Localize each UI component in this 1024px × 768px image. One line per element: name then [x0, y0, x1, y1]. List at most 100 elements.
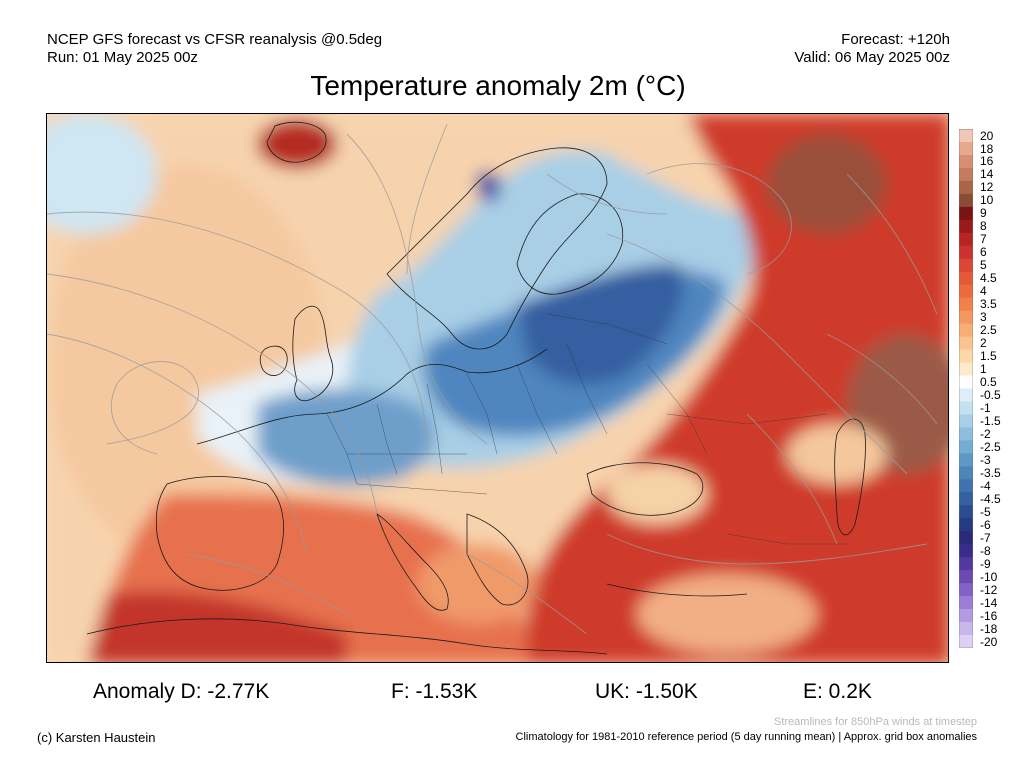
colorbar-swatch — [959, 596, 973, 610]
colorbar-label: 7 — [980, 232, 987, 247]
colorbar-label: 8 — [980, 219, 987, 234]
colorbar-swatch — [959, 232, 973, 247]
colorbar-swatch — [959, 375, 973, 390]
colorbar-swatch — [959, 427, 973, 441]
colorbar-swatch — [959, 141, 973, 156]
colorbar-label: 6 — [980, 245, 987, 260]
anomaly-map — [46, 113, 949, 663]
colorbar-label: 14 — [980, 167, 994, 182]
colorbar-swatch — [959, 544, 973, 558]
anomaly-d: Anomaly D: -2.77K — [93, 680, 270, 703]
colorbar-label: -1 — [980, 401, 991, 415]
colorbar-swatch — [959, 479, 973, 493]
climatology-note: Climatology for 1981-2010 reference peri… — [515, 731, 977, 743]
anomaly-fields — [47, 114, 948, 662]
colorbar-label: -3.5 — [980, 465, 1001, 480]
colorbar-swatch — [959, 180, 973, 195]
colorbar-swatch — [959, 362, 973, 377]
colorbar-swatch — [959, 531, 973, 545]
anomaly-f: F: -1.53K — [391, 680, 478, 703]
anomaly-e: E: 0.2K — [803, 680, 872, 703]
colorbar-swatch — [959, 271, 973, 286]
colorbar-label: -4 — [980, 478, 991, 493]
colorbar-swatch — [959, 388, 973, 403]
colorbar-label: 3 — [980, 310, 987, 325]
colorbar-swatch — [959, 440, 973, 454]
colorbar-label: 2 — [980, 336, 987, 351]
forecast-hour: Forecast: +120h — [841, 31, 950, 48]
colorbar-swatch — [959, 492, 973, 506]
colorbar-swatch — [959, 583, 973, 597]
colorbar-label: 3.5 — [980, 297, 997, 312]
colorbar-swatch — [959, 505, 973, 519]
colorbar-swatch — [959, 219, 973, 234]
colorbar-fill — [959, 129, 973, 648]
colorbar-swatch — [959, 466, 973, 480]
colorbar-label: 12 — [980, 180, 994, 195]
colorbar-swatch — [959, 401, 973, 416]
colorbar-swatch — [959, 193, 973, 208]
colorbar-label: -4.5 — [980, 491, 1001, 506]
run-time: Run: 01 May 2025 00z — [47, 49, 198, 66]
colorbar-swatch — [959, 310, 973, 325]
colorbar-label: 5 — [980, 258, 987, 273]
colorbar-swatch — [959, 297, 973, 312]
colorbar-label: 10 — [980, 193, 994, 208]
colorbar-swatch — [959, 349, 973, 364]
colorbar-swatch — [959, 245, 973, 260]
colorbar-swatch — [959, 284, 973, 299]
colorbar-label: -9 — [980, 556, 991, 571]
credit: (c) Karsten Haustein — [37, 730, 156, 745]
colorbar-label: 1.5 — [980, 349, 997, 364]
colorbar-label: -3 — [980, 452, 991, 467]
header-right: Forecast: +120h Valid: 06 May 2025 00z — [794, 31, 950, 67]
colorbar-label: 0.5 — [980, 375, 997, 389]
colorbar-swatch — [959, 518, 973, 532]
colorbar-label: -8 — [980, 543, 991, 558]
colorbar-swatch — [959, 258, 973, 273]
colorbar-swatch — [959, 570, 973, 584]
colorbar-swatch — [959, 414, 973, 429]
colorbar-swatch — [959, 154, 973, 169]
anomaly-uk: UK: -1.50K — [595, 680, 698, 703]
colorbar-label: -2 — [980, 426, 991, 441]
coastlines — [86, 121, 866, 655]
model-source: NCEP GFS forecast vs CFSR reanalysis @0.… — [47, 31, 383, 48]
colorbar-swatch — [959, 635, 973, 648]
colorbar-label: -16 — [980, 608, 998, 623]
colorbar-label: -12 — [980, 582, 998, 597]
colorbar-label: -2.5 — [980, 439, 1001, 454]
colorbar-swatch — [959, 167, 973, 182]
anomaly-map-graphic — [47, 114, 948, 662]
colorbar-label: -0.5 — [980, 388, 1001, 402]
colorbar — [959, 129, 973, 648]
map-title: Temperature anomaly 2m (°C) — [310, 70, 686, 101]
colorbar-swatch — [959, 129, 973, 143]
colorbar-label: -6 — [980, 517, 991, 532]
colorbar-label: 2.5 — [980, 323, 997, 338]
colorbar-label: 4 — [980, 284, 987, 299]
colorbar-swatch — [959, 609, 973, 623]
colorbar-label: -14 — [980, 595, 998, 610]
colorbar-swatch — [959, 336, 973, 351]
colorbar-label: 4.5 — [980, 271, 997, 286]
streamlines-note: Streamlines for 850hPa winds at timestep — [774, 716, 977, 728]
colorbar-label: -5 — [980, 504, 991, 519]
colorbar-label: -7 — [980, 530, 991, 545]
colorbar-label: -1.5 — [980, 413, 1001, 428]
colorbar-label: -20 — [980, 634, 998, 649]
colorbar-swatch — [959, 622, 973, 636]
country-borders — [326, 313, 847, 545]
valid-time: Valid: 06 May 2025 00z — [794, 49, 950, 66]
streamlines — [47, 123, 938, 635]
colorbar-swatch — [959, 557, 973, 571]
colorbar-label: -10 — [980, 569, 998, 584]
colorbar-label: 18 — [980, 141, 994, 156]
colorbar-label: 20 — [980, 128, 994, 143]
colorbar-swatch — [959, 206, 973, 221]
colorbar-swatch — [959, 323, 973, 338]
colorbar-swatch — [959, 453, 973, 467]
colorbar-label: 9 — [980, 206, 987, 221]
header-left: NCEP GFS forecast vs CFSR reanalysis @0.… — [47, 31, 382, 67]
colorbar-label: -18 — [980, 621, 998, 636]
